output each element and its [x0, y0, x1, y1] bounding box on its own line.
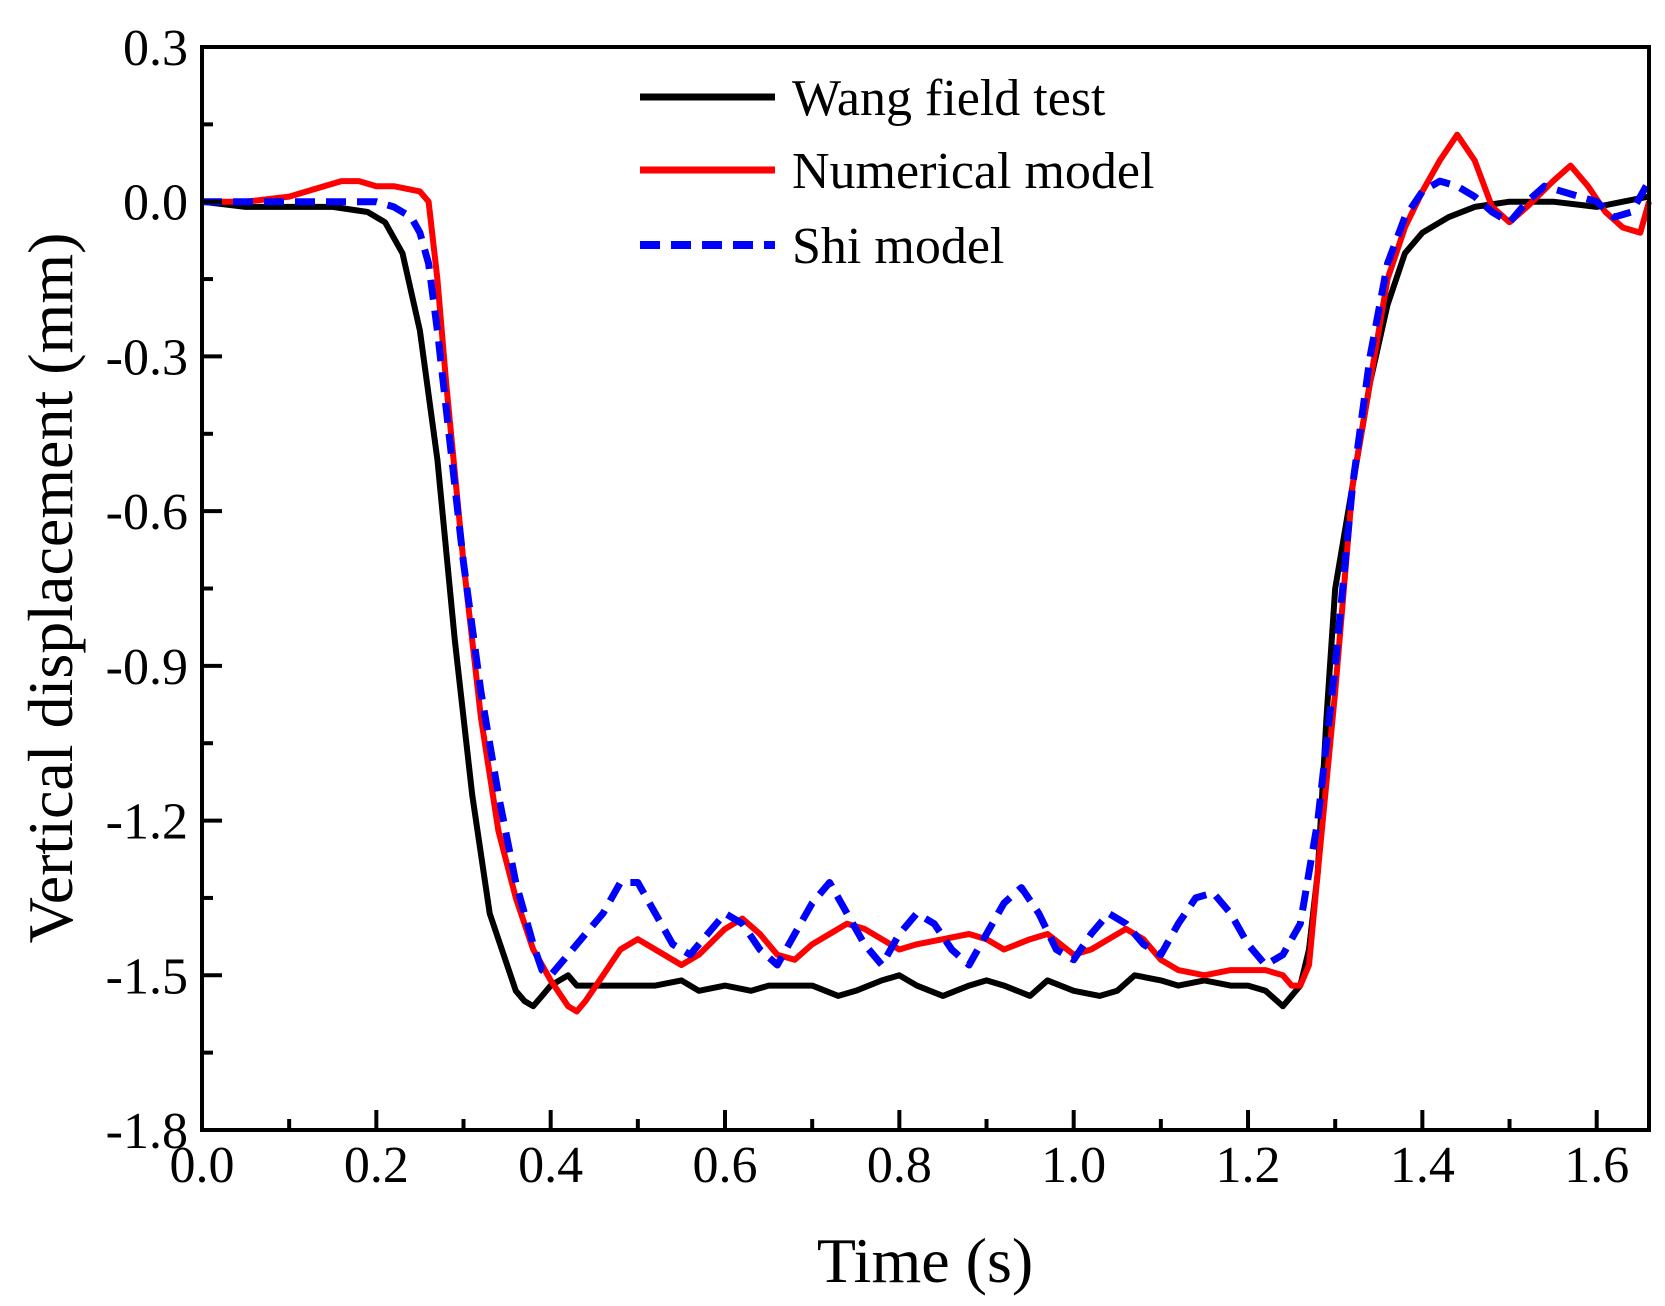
series-line-shi-model — [202, 177, 1653, 979]
x-tick-label: 0.8 — [867, 1137, 932, 1194]
x-axis-title: Time (s) — [817, 1225, 1033, 1296]
legend-label-shi-model: Shi model — [792, 218, 1004, 275]
y-tick-label: 0.0 — [123, 175, 188, 232]
x-tick-label: 1.6 — [1564, 1137, 1629, 1194]
x-tick-label: 1.4 — [1390, 1137, 1455, 1194]
x-tick-label: 0.0 — [170, 1137, 235, 1194]
x-tick-label: 0.6 — [693, 1137, 758, 1194]
y-tick-label: -1.5 — [106, 948, 188, 1005]
y-tick-label: -1.2 — [106, 794, 188, 851]
y-axis-title: Vertical displacement (mm) — [15, 233, 86, 944]
legend: Wang field test Numerical model Shi mode… — [640, 70, 1154, 275]
series-layer — [201, 131, 1653, 1015]
x-tick-label: 0.2 — [344, 1137, 409, 1194]
x-tick-label: 1.2 — [1216, 1137, 1281, 1194]
x-tick-label: 0.4 — [518, 1137, 583, 1194]
y-tick-label: -0.3 — [106, 329, 188, 386]
y-tick-label: 0.3 — [123, 20, 188, 77]
ticks-layer: 0.0 0.2 0.4 0.6 0.8 1.0 1.2 1.4 1.6 0.3 0.0 -0.3 -0.… — [106, 20, 1630, 1194]
legend-label-wang-field-test: Wang field test — [792, 70, 1106, 127]
legend-label-numerical-model: Numerical model — [792, 143, 1154, 200]
y-tick-label: -0.6 — [106, 484, 188, 541]
y-tick-label: -0.9 — [106, 639, 188, 696]
y-tick-label: -1.8 — [106, 1103, 188, 1160]
x-tick-label: 1.0 — [1041, 1137, 1106, 1194]
